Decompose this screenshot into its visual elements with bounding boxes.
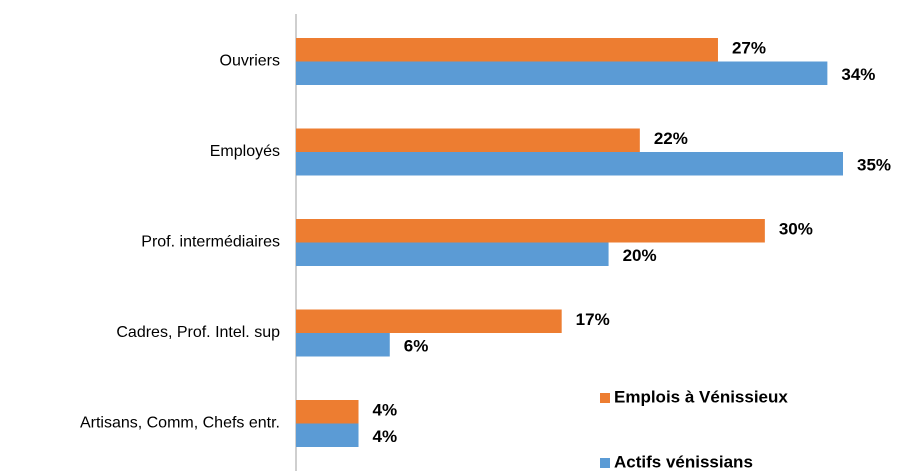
y-tick-label: Artisans, Comm, Chefs entr. [80, 415, 280, 432]
bar [296, 309, 562, 333]
bar [296, 219, 765, 243]
data-label: 4% [373, 400, 398, 419]
data-label: 17% [576, 310, 610, 329]
bar [296, 128, 640, 152]
bar [296, 400, 359, 424]
legend-label: Emplois à Vénissieux [614, 387, 788, 406]
y-tick-label: Prof. intermédiaires [141, 234, 280, 251]
data-label: 34% [841, 65, 875, 84]
data-label: 6% [404, 336, 429, 355]
data-label: 4% [373, 427, 398, 446]
y-tick-label: Ouvriers [220, 53, 280, 70]
bar [296, 242, 609, 266]
data-label: 20% [623, 246, 657, 265]
bar [296, 152, 843, 176]
legend-swatch [600, 458, 610, 468]
y-tick-label: Cadres, Prof. Intel. sup [116, 324, 280, 341]
data-label: 30% [779, 219, 813, 238]
data-label: 27% [732, 38, 766, 57]
bar [296, 423, 359, 447]
y-tick-label: Employés [210, 143, 280, 160]
bar [296, 61, 828, 85]
bar [296, 38, 718, 62]
data-label: 35% [857, 155, 891, 174]
legend-label: Actifs vénissians [614, 452, 753, 471]
data-label: 22% [654, 129, 688, 148]
legend-swatch [600, 393, 610, 403]
bar [296, 333, 390, 357]
